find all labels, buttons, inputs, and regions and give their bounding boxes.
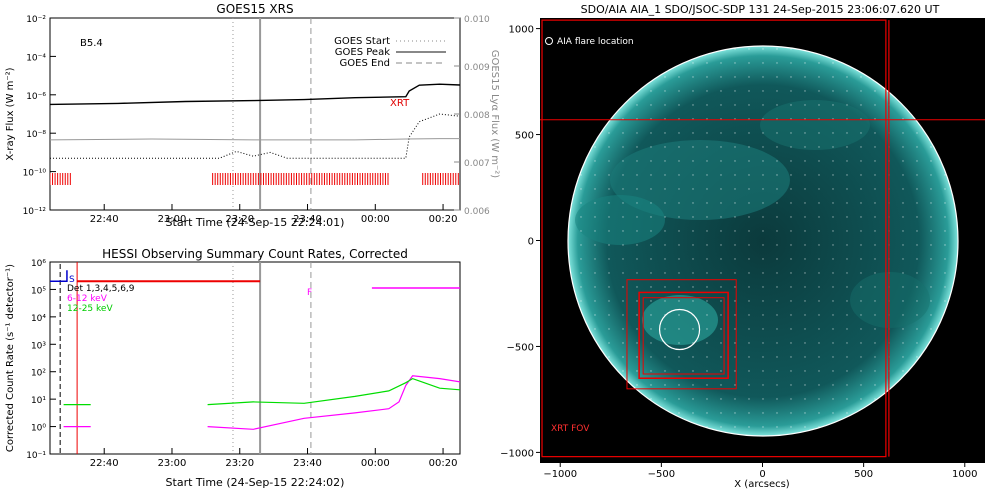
hessi-plot-frame: [49, 261, 461, 455]
goes-y-tick-label-right: 0.007: [464, 159, 490, 169]
hessi-y-tick-label: 10⁶: [31, 259, 46, 269]
goes-y-tick-label: 10⁻⁶: [26, 92, 46, 102]
goes-y-tick-label: 10⁻⁴: [26, 53, 46, 63]
legend-goes-peak: GOES Peak: [335, 47, 390, 58]
hessi-y-tick-label: 10⁴: [31, 314, 46, 324]
hessi-x-tick-label: 23:40: [293, 458, 322, 469]
goes-x-tick-label: 23:00: [158, 214, 187, 225]
aia-x-tick-label: 1000: [952, 469, 977, 480]
goes-x-tick-label: 00:00: [361, 214, 390, 225]
aia-y-tick-label: 0: [528, 237, 534, 248]
goes-series-line: [50, 113, 460, 159]
hessi-series-line: [207, 375, 460, 430]
hessi-y-tick-label: 10³: [31, 341, 46, 351]
hessi-overlays: [50, 262, 460, 454]
hessi-s-marker: [50, 270, 68, 282]
goes-y-ticks-right: 0.010 0.009 0.008 0.007 0.006: [454, 15, 490, 217]
hessi-x-tick-label: 22:40: [90, 458, 119, 469]
aia-overlays: [540, 19, 985, 458]
goes-x-tick-label: 23:20: [225, 214, 254, 225]
aia-y-tick-label: −500: [507, 342, 534, 353]
aia-x-tick-label: −1000: [543, 469, 577, 480]
hessi-legend-12-25: 12-25 keV: [67, 304, 113, 314]
goes-series-line: [50, 138, 460, 141]
hessi-x-tick-label: 23:20: [225, 458, 254, 469]
sun-texture: [568, 46, 958, 436]
goes-x-axis-label: Start Time (24-Sep-15 22:24:01): [166, 216, 345, 229]
aia-y-ticks: 1000 500 0 −500 −1000: [500, 25, 540, 459]
aia-x-tick-label: 500: [854, 469, 873, 480]
hessi-series-line: [207, 377, 460, 406]
hessi-legend-det: Det 1,3,4,5,6,9: [67, 284, 135, 294]
hessi-x-tick-label: 23:00: [158, 458, 187, 469]
goes-y-tick-label-right: 0.010: [464, 15, 490, 25]
goes-series-line: [50, 83, 460, 106]
goes-y-tick-label: 10⁻¹⁰: [23, 169, 47, 179]
hessi-x-tick-label: 00:20: [429, 458, 458, 469]
aia-x-axis-label: X (arcsecs): [734, 479, 790, 490]
goes-y-tick-label-right: 0.006: [464, 207, 490, 217]
xrt-fov-box: [541, 19, 887, 458]
aia-y-tick-label: −1000: [500, 448, 534, 459]
goes-y-tick-label: 10⁻⁸: [26, 130, 46, 140]
legend-goes-start: GOES Start: [334, 36, 390, 47]
aia-y-tick-label: 500: [515, 131, 534, 142]
aia-x-tick-label: 0: [759, 469, 765, 480]
goes-x-tick-label: 22:40: [90, 214, 119, 225]
hessi-title: HESSI Observing Summary Count Rates, Cor…: [102, 247, 408, 261]
hessi-legend-6-12: 6-12 keV: [67, 294, 108, 304]
hessi-legend-f: F: [307, 288, 312, 298]
aia-x-tick-label: −500: [648, 469, 675, 480]
sun-limb: [567, 45, 959, 437]
hessi-y-ticks: 10⁶ 10⁵ 10⁴ 10³ 10² 10¹ 10⁰ 10⁻¹: [26, 259, 56, 461]
hessi-y-tick-label: 10¹: [31, 396, 46, 406]
aia-title: SDO/AIA AIA_1 SDO/JSOC-SDP 131 24-Sep-20…: [581, 3, 940, 16]
goes-xrt-label: XRT: [390, 98, 410, 109]
hessi-y-tick-label: 10²: [31, 369, 46, 379]
goes-y-tick-label: 10⁻¹²: [23, 207, 47, 217]
goes-xrt-coverage: [50, 173, 459, 185]
aia-y-tick-label: 1000: [509, 25, 534, 36]
goes-y-axis-label-right: GOES15 Lyα Flux (W m⁻²): [489, 50, 500, 178]
goes-panel: GOES15 XRS 10⁻² 10⁻⁴ 10⁻⁶ 10⁻⁸ 10⁻¹⁰ 10⁻¹² 0.…: [5, 2, 500, 229]
goes-y-tick-label-right: 0.009: [464, 63, 490, 73]
hessi-y-tick-label: 10⁰: [31, 424, 46, 434]
hessi-x-tick-label: 00:00: [361, 458, 390, 469]
hessi-series: [63, 375, 460, 430]
aia-legend-label: AIA flare location: [557, 37, 634, 47]
legend-goes-end: GOES End: [340, 58, 390, 69]
xrt-subfield-inner: [638, 291, 729, 379]
aia-panel: SDO/AIA AIA_1 SDO/JSOC-SDP 131 24-Sep-20…: [500, 3, 985, 490]
hessi-legend-s: S: [69, 275, 75, 285]
goes-x-tick-label: 00:20: [429, 214, 458, 225]
hessi-x-ticks: 22:40 23:00 23:20 23:40 00:00 00:20: [90, 448, 458, 469]
goes-class-label: B5.4: [80, 38, 103, 49]
goes-y-axis-label: X-ray Flux (W m⁻²): [5, 67, 16, 160]
goes-y-ticks-left: 10⁻² 10⁻⁴ 10⁻⁶ 10⁻⁸ 10⁻¹⁰ 10⁻¹²: [23, 15, 56, 217]
goes-y-tick-label: 10⁻²: [26, 15, 46, 25]
aia-x-ticks: −1000 −500 0 500 1000: [543, 463, 977, 480]
goes-x-tick-label: 23:40: [293, 214, 322, 225]
aia-legend-marker: [545, 37, 553, 45]
goes-series: [50, 83, 460, 159]
goes-legend: GOES Start GOES Peak GOES End: [334, 36, 446, 69]
xrt-subfield-core: [642, 297, 725, 375]
hessi-y-tick-label: 10⁻¹: [26, 451, 46, 461]
hessi-y-axis-label: Corrected Count Rate (s⁻¹ detector⁻¹): [5, 264, 16, 452]
goes-title: GOES15 XRS: [216, 2, 293, 16]
hessi-panel: HESSI Observing Summary Count Rates, Cor…: [5, 247, 461, 489]
xrt-fov-label: XRT FOV: [551, 424, 590, 434]
xrt-subfield-outer: [626, 279, 737, 390]
aia-flare-circle: [658, 308, 701, 351]
goes-y-tick-label-right: 0.008: [464, 111, 490, 121]
goes-plot-frame: [49, 17, 461, 211]
goes-x-ticks: 22:40 23:00 23:20 23:40 00:00 00:20: [90, 204, 458, 225]
hessi-x-axis-label: Start Time (24-Sep-15 22:24:02): [166, 476, 345, 489]
hessi-y-tick-label: 10⁵: [31, 286, 46, 296]
